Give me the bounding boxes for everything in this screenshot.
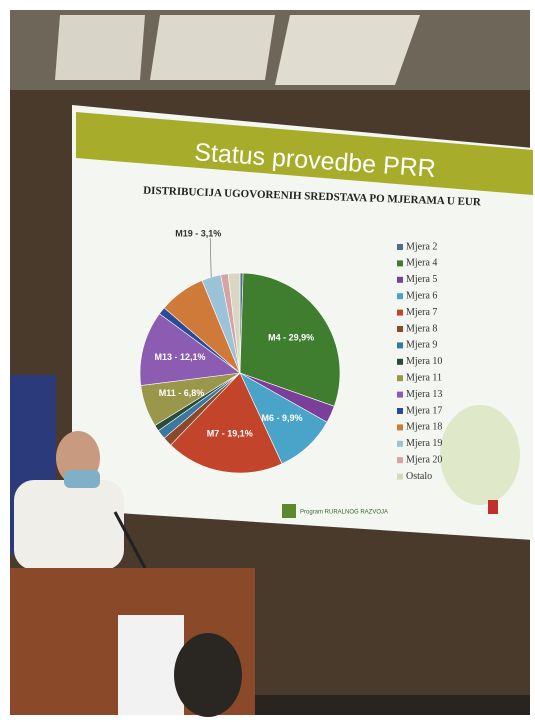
ceiling-panel xyxy=(150,15,275,80)
legend-label: Mjera 5 xyxy=(406,274,437,285)
legend-swatch xyxy=(397,359,403,365)
legend-label: Mjera 13 xyxy=(406,389,442,400)
data-label: M6 - 9,9% xyxy=(262,413,303,423)
legend-label: Mjera 7 xyxy=(406,307,437,318)
legend-swatch xyxy=(397,375,403,381)
data-label: M4 - 29,9% xyxy=(268,332,314,342)
data-label: M7 - 19,1% xyxy=(207,429,253,439)
legend-label: Mjera 10 xyxy=(406,356,442,367)
legend-swatch xyxy=(397,342,403,348)
podium-poster xyxy=(118,615,184,715)
photo: Status provedbe PRR DISTRIBUCIJA UGOVORE… xyxy=(0,0,535,717)
legend-swatch xyxy=(397,310,403,316)
legend-label: Ostalo xyxy=(406,471,432,482)
legend-label: Mjera 4 xyxy=(406,258,437,269)
speaker-shirt xyxy=(14,480,124,570)
ceiling-panel xyxy=(275,15,420,85)
legend-swatch xyxy=(397,293,403,299)
data-label: M11 - 6,8% xyxy=(159,388,205,398)
floor xyxy=(255,695,530,715)
audience-head xyxy=(174,633,242,717)
legend-swatch xyxy=(397,277,403,283)
legend-label: Mjera 11 xyxy=(406,372,442,383)
legend-swatch xyxy=(397,408,403,414)
ceiling-panel xyxy=(55,15,145,80)
legend-swatch xyxy=(397,457,403,463)
legend-label: Mjera 18 xyxy=(406,422,442,433)
legend-label: Mjera 2 xyxy=(406,241,437,252)
legend-swatch xyxy=(397,474,403,480)
crest xyxy=(488,500,498,514)
data-label: M19 - 3,1% xyxy=(175,229,221,239)
data-label: M13 - 12,1% xyxy=(154,352,205,362)
legend-swatch xyxy=(397,326,403,332)
legend-label: Mjera 19 xyxy=(406,438,442,449)
legend-swatch xyxy=(397,260,403,266)
footer-logo: Program RURALNOG RAZVOJA xyxy=(300,510,388,516)
legend-label: Mjera 8 xyxy=(406,323,437,334)
legend-label: Mjera 9 xyxy=(406,340,437,351)
logo-icon xyxy=(282,504,296,518)
legend-label: Mjera 17 xyxy=(406,405,442,416)
face-mask xyxy=(64,470,100,488)
legend-swatch xyxy=(397,441,403,447)
legend-swatch xyxy=(397,392,403,398)
legend-label: Mjera 6 xyxy=(406,290,437,301)
legend-swatch xyxy=(397,244,403,250)
legend-swatch xyxy=(397,424,403,430)
leaf-decoration xyxy=(440,405,520,505)
legend-label: Mjera 20 xyxy=(406,454,442,465)
